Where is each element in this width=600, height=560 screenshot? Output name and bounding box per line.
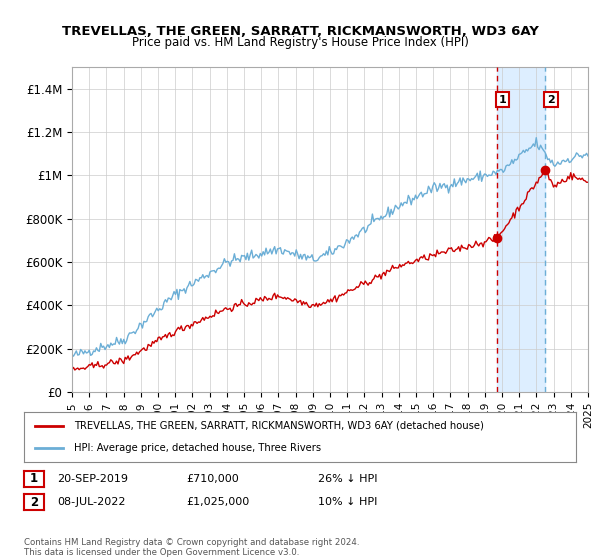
Text: 1: 1 [30,472,38,486]
Text: TREVELLAS, THE GREEN, SARRATT, RICKMANSWORTH, WD3 6AY: TREVELLAS, THE GREEN, SARRATT, RICKMANSW… [62,25,538,38]
Text: 2: 2 [30,496,38,509]
Text: 10% ↓ HPI: 10% ↓ HPI [318,497,377,507]
Text: Contains HM Land Registry data © Crown copyright and database right 2024.
This d: Contains HM Land Registry data © Crown c… [24,538,359,557]
Text: 20-SEP-2019: 20-SEP-2019 [57,474,128,484]
Text: 08-JUL-2022: 08-JUL-2022 [57,497,125,507]
Text: HPI: Average price, detached house, Three Rivers: HPI: Average price, detached house, Thre… [74,443,321,453]
Bar [497,67,545,392]
Text: £710,000: £710,000 [186,474,239,484]
Text: £1,025,000: £1,025,000 [186,497,249,507]
Text: 1: 1 [499,95,506,105]
Text: 26% ↓ HPI: 26% ↓ HPI [318,474,377,484]
Text: 2: 2 [547,95,555,105]
Text: Price paid vs. HM Land Registry's House Price Index (HPI): Price paid vs. HM Land Registry's House … [131,36,469,49]
Text: TREVELLAS, THE GREEN, SARRATT, RICKMANSWORTH, WD3 6AY (detached house): TREVELLAS, THE GREEN, SARRATT, RICKMANSW… [74,421,484,431]
